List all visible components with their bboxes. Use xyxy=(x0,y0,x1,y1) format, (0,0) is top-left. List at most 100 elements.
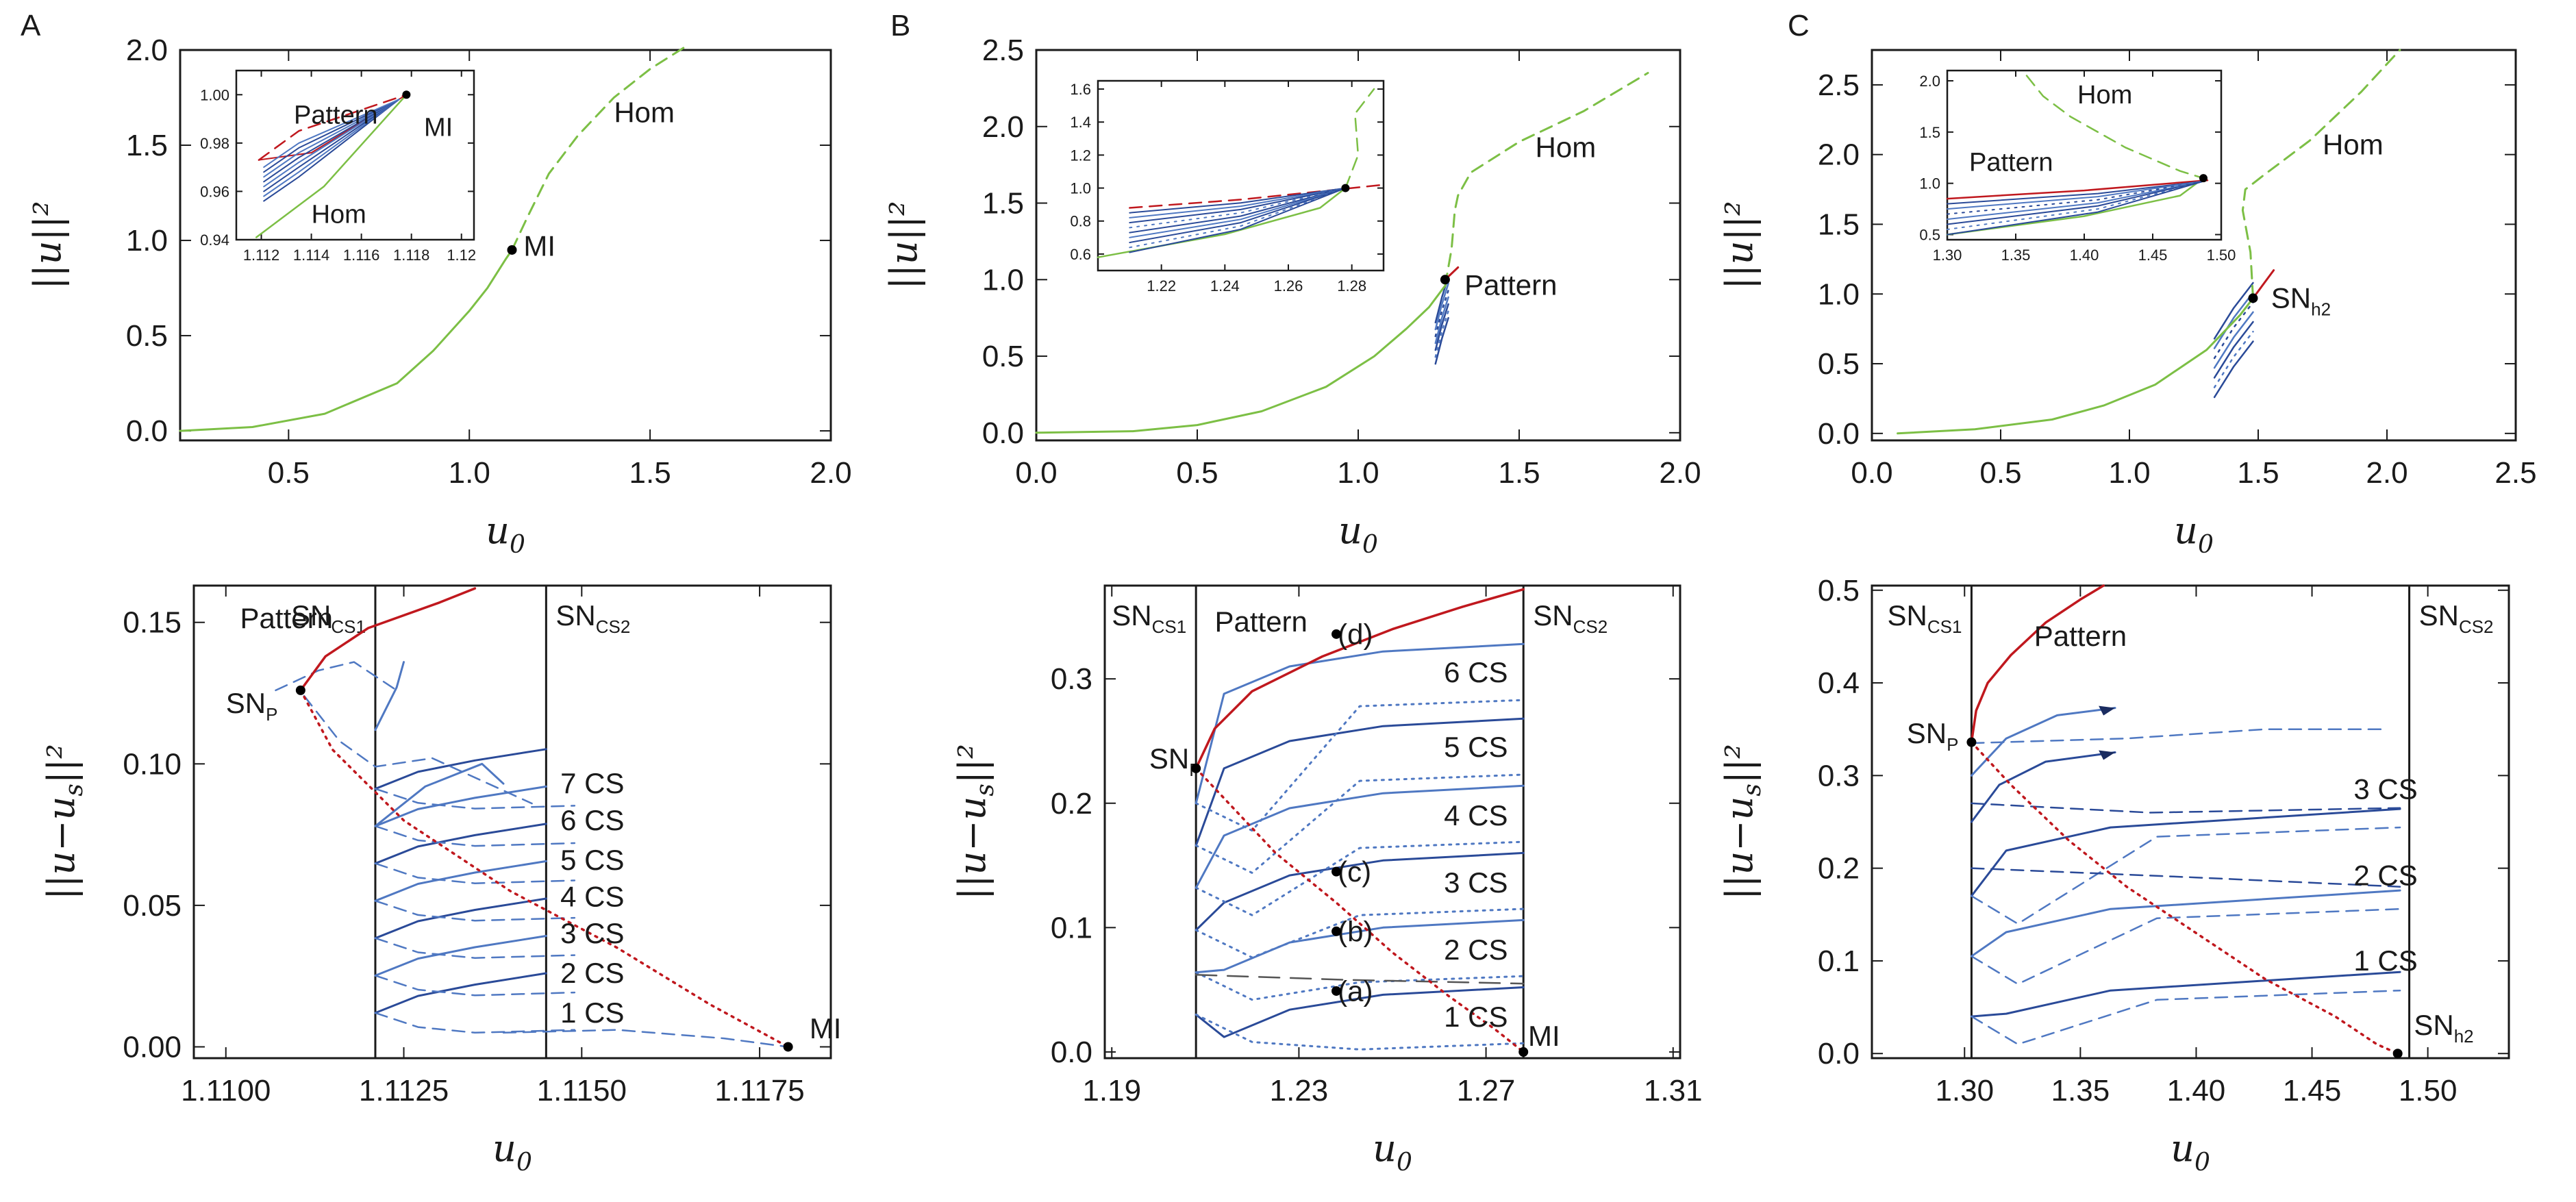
cs-branch xyxy=(263,99,400,188)
y-tick-label: 1.5 xyxy=(1919,124,1940,141)
y-tick-label: 2.0 xyxy=(126,34,168,67)
y-axis-label: ||u−us||² xyxy=(1718,744,1766,900)
annotation-label: Pattern xyxy=(1214,605,1307,638)
hom-branch xyxy=(179,249,513,432)
bifurcation-marker xyxy=(1331,926,1342,936)
cs-branch xyxy=(2213,311,2254,369)
cs-branch xyxy=(1434,289,1449,338)
cs-branch-unstable xyxy=(374,900,576,922)
annotation-label: SNP xyxy=(1149,742,1201,780)
cs-branch xyxy=(1129,187,1347,234)
bifurcation-marker xyxy=(1331,629,1342,639)
cs-branch-stable xyxy=(1195,784,1525,889)
y-tick-label: 0.5 xyxy=(1818,347,1860,381)
annotation-label: Pattern xyxy=(240,602,333,634)
y-tick-label: 0.0 xyxy=(982,416,1024,450)
y-tick-label: 0.5 xyxy=(126,319,168,353)
annotation-label: Hom xyxy=(1536,131,1597,163)
cs-branch-unstable xyxy=(1971,907,2401,986)
cs-branch-stable xyxy=(374,897,547,940)
cs-branch xyxy=(1947,180,2204,236)
annotation-label: (d) xyxy=(1338,618,1373,650)
cs-branch xyxy=(1129,187,1347,214)
cs-branch xyxy=(1129,187,1347,224)
hom-branch xyxy=(1897,297,2254,435)
x-tick-label: 1.30 xyxy=(1935,1074,1994,1107)
hom-branch xyxy=(255,94,408,238)
chart-a-top: 0.5 1.0 1.5 2.0 0.0 0.5 1.0 1.5 2.0 u0 ||u||² Hom MI… xyxy=(26,34,852,559)
cs-count-label: 5 CS xyxy=(560,844,624,876)
y-tick-label: 0.15 xyxy=(123,606,182,640)
y-tick-label: 1.0 xyxy=(1070,180,1091,197)
x-tick-label: 1.45 xyxy=(2283,1074,2342,1107)
x-tick-label: 1.23 xyxy=(1270,1074,1329,1107)
cs-count-label: 6 CS xyxy=(560,804,624,836)
cs-branch xyxy=(1434,316,1449,365)
cs-branch-unstable xyxy=(1195,773,1525,874)
inset-plot: 1.112 1.114 1.116 1.118 1.12 0.94 0.96 0.98 1.00… xyxy=(200,69,476,264)
cs-branch-arrow xyxy=(1970,751,2116,823)
y-tick-label: 0.3 xyxy=(1818,759,1860,792)
panel-letter-c: C xyxy=(1788,9,1810,42)
cs-branch-stable xyxy=(1195,986,1525,1038)
annotation-label: (a) xyxy=(1338,975,1373,1007)
y-tick-label: 1.0 xyxy=(126,224,168,258)
inset-plot: 1.30 1.35 1.40 1.45 1.50 0.5 1.0 1.5 2.0 Hom Patte… xyxy=(1919,69,2236,264)
y-tick-label: 0.2 xyxy=(1818,852,1860,886)
inset-label: Hom xyxy=(2077,81,2132,110)
plot-frame xyxy=(1871,49,2517,442)
cs-branch-stable xyxy=(1970,889,2401,957)
x-tick-label: 1.50 xyxy=(2399,1074,2458,1107)
bifurcation-marker xyxy=(1331,866,1342,877)
cs-branch-unstable xyxy=(1195,907,1525,959)
x-tick-label: 1.1150 xyxy=(537,1074,627,1107)
cs-branch xyxy=(263,99,400,197)
x-tick-label: 1.0 xyxy=(449,456,490,490)
chart-a-bottom: 1.1100 1.1125 1.1150 1.1175 0.00 0.05 0.10 0.15… xyxy=(40,584,841,1177)
cs-count-label: 6 CS xyxy=(1444,656,1508,688)
cs-branch xyxy=(1947,180,2204,205)
y-tick-label: 1.6 xyxy=(1070,81,1091,98)
hom-branch xyxy=(2025,75,2205,179)
y-tick-label: 1.5 xyxy=(1818,208,1860,241)
bifurcation-marker xyxy=(1191,763,1201,773)
y-axis-label: ||u||² xyxy=(882,201,925,289)
y-tick-label: 1.0 xyxy=(1818,277,1860,311)
x-tick-label: 2.0 xyxy=(1659,456,1701,490)
bifurcation-marker xyxy=(2392,1049,2403,1059)
cs-count-label: 1 CS xyxy=(2353,944,2417,977)
inset-label: Pattern xyxy=(1969,149,2053,177)
cs-branch xyxy=(1129,187,1347,244)
x-tick-label: 1.1125 xyxy=(359,1074,449,1107)
x-tick-label: 2.0 xyxy=(2366,456,2408,490)
bifurcation-marker xyxy=(295,685,305,695)
x-axis-label: u0 xyxy=(486,509,525,559)
cs-branch xyxy=(2213,291,2254,349)
x-tick-label: 1.1100 xyxy=(181,1074,271,1107)
cs-branch xyxy=(1434,282,1449,331)
chart-b-bottom: 1.19 1.23 1.27 1.31 0.0 0.1 0.2 0.3 u0 ||u−us||² S… xyxy=(951,584,1703,1177)
sn-boundary-label: SNCS1 xyxy=(1887,599,1962,637)
y-tick-label: 2.0 xyxy=(1919,73,1940,90)
y-tick-label: 1.00 xyxy=(200,86,229,103)
cs-branch-unstable xyxy=(374,1012,576,1034)
cs-branch-stable xyxy=(1970,971,2401,1018)
cs-branch xyxy=(263,99,400,178)
cs-branch-unstable xyxy=(1971,989,2401,1045)
x-tick-label: 1.0 xyxy=(2108,456,2150,490)
y-tick-label: 0.2 xyxy=(1051,787,1092,821)
x-tick-label: 1.35 xyxy=(2051,1074,2110,1107)
y-axis-label: ||u||² xyxy=(26,201,69,289)
cs-branch xyxy=(2213,281,2254,340)
y-tick-label: 1.0 xyxy=(1919,175,1940,192)
cs-branch-unstable xyxy=(1971,802,2401,814)
sn-boundary-label: SNCS2 xyxy=(2419,599,2494,637)
y-tick-label: 1.2 xyxy=(1070,147,1091,164)
cs-branch-snake xyxy=(275,661,398,692)
cs-branch xyxy=(1947,180,2204,230)
plot-frame xyxy=(1103,584,1681,1060)
cs-branch xyxy=(1434,310,1449,358)
x-tick-label: 1.118 xyxy=(393,247,429,264)
hom-branch xyxy=(1345,88,1375,189)
cs-branch xyxy=(2213,321,2254,379)
